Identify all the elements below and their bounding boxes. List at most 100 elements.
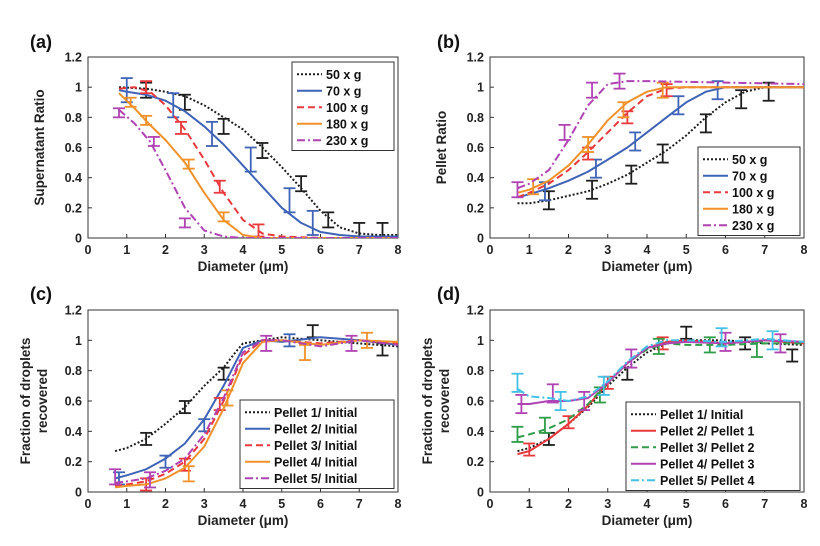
error-bar [586,81,599,99]
error-bar [322,211,335,229]
x-tick-label: 7 [761,243,768,257]
legend-entry: 230 x g [326,134,368,148]
series-line-5 [114,339,398,484]
legend-entry: Pellet 2/ Pellet 1 [660,424,755,438]
y-tick-label: 1 [75,334,82,348]
x-axis-label: Diameter (μm) [198,513,289,528]
x-tick-label: 4 [240,497,247,511]
series-group [109,324,398,492]
error-bar [511,372,524,393]
x-tick-label: 8 [395,243,402,257]
y-tick-label: 0.2 [65,201,82,215]
error-bar [213,179,226,194]
error-bar [511,181,524,199]
x-tick-label: 3 [201,497,208,511]
x-tick-label: 3 [604,243,611,257]
panel-c: (c) 0 1 2 3 4 5 6 7 8 0 0.2 0.4 0.6 0.8 1 1.2 Diameter (μ… [18,284,402,528]
error-bar [652,337,665,355]
y-tick-label: 0 [477,232,484,246]
series-line-2 [118,89,398,238]
error-bar [597,375,610,396]
x-axis-label: Diameter (μm) [602,513,693,528]
x-tick-label: 4 [644,497,651,511]
x-tick-label: 4 [240,243,247,257]
error-bar [144,471,156,489]
error-bar [175,120,187,135]
y-axis-label: Pellet Ratio [434,111,449,185]
error-bar [140,80,153,95]
series-line-5 [517,80,804,190]
error-bar [217,117,230,135]
y-axis-label-line: recovered [437,369,452,434]
legend-entry: 100 x g [326,101,368,115]
legend-entry: Pellet 2/ Initial [274,422,357,436]
x-tick-label: 2 [162,497,169,511]
x-tick-label: 7 [761,497,768,511]
legend-entry: 50 x g [732,153,767,167]
legend-entry: 180 x g [326,117,368,131]
y-axis-label-line: Fraction of droplets [18,338,33,465]
error-bar [178,217,191,229]
x-tick-label: 1 [123,497,130,511]
x-tick-label: 5 [683,497,690,511]
y-tick-label: 0.4 [65,171,82,185]
series-line-4 [517,86,804,194]
series-line-1 [114,336,398,453]
error-bar [786,348,799,363]
panel-label: (d) [437,284,460,304]
series-group [511,325,804,457]
x-tick-label: 4 [644,243,651,257]
error-bar [703,336,716,354]
error-bar [244,146,257,173]
legend-entry: Pellet 3/ Initial [274,439,357,453]
y-tick-label: 0.8 [65,111,82,125]
series-line-4 [118,92,398,238]
y-tick-label: 0.8 [467,364,484,378]
panel-a: (a) 0 1 2 3 4 5 6 7 8 0 0.2 0.4 0.6 0.8 1 1.2 Diameter (μ… [30,32,402,274]
error-bar [256,142,269,159]
error-bar [554,390,567,412]
x-tick-label: 5 [683,243,690,257]
series-line-3 [114,339,398,487]
y-axis-label: Fraction of droplets recovered [18,338,50,465]
error-bar [656,81,669,99]
x-tick-label: 8 [395,497,402,511]
legend: 50 x g 70 x g 100 x g 180 x g 230 x g [697,146,801,236]
x-tick-label: 1 [526,243,533,257]
x-tick-label: 0 [85,243,92,257]
legend-entry: 70 x g [732,169,767,183]
error-bar [699,113,712,134]
error-bar [283,187,296,214]
x-tick-label: 6 [317,243,324,257]
error-bar [625,164,638,185]
legend-entry: 180 x g [732,202,774,216]
error-bar [167,92,180,119]
error-bar [515,394,528,415]
x-tick-label: 1 [526,497,533,511]
error-bar [182,465,195,483]
panel-label: (c) [30,284,52,304]
error-bar [124,96,137,108]
x-tick-label: 0 [85,497,92,511]
y-tick-label: 0.6 [65,395,82,409]
x-tick-label: 8 [801,497,808,511]
y-tick-label: 0 [477,486,484,500]
error-bar [295,175,308,193]
error-bar [578,390,591,412]
legend-entry: Pellet 4/ Initial [274,455,357,469]
error-bar [523,442,536,457]
x-tick-label: 6 [722,243,729,257]
error-bar [353,222,366,238]
error-bar [147,136,160,147]
y-tick-label: 0 [75,232,82,246]
y-tick-label: 0.4 [467,171,484,185]
error-bar [140,114,153,126]
x-tick-label: 8 [801,243,808,257]
error-bar [672,95,685,116]
legend-entry: Pellet 4/ Pellet 3 [660,457,755,471]
panel-b: (b) 0 1 2 3 4 5 6 7 8 0 0.2 0.4 0.6 0.8 1 1.2 Diameter (μ… [434,32,808,274]
series-line-4 [114,339,398,489]
series-line-2 [114,336,398,480]
legend-entry: 100 x g [732,186,774,200]
error-bar [617,101,630,119]
